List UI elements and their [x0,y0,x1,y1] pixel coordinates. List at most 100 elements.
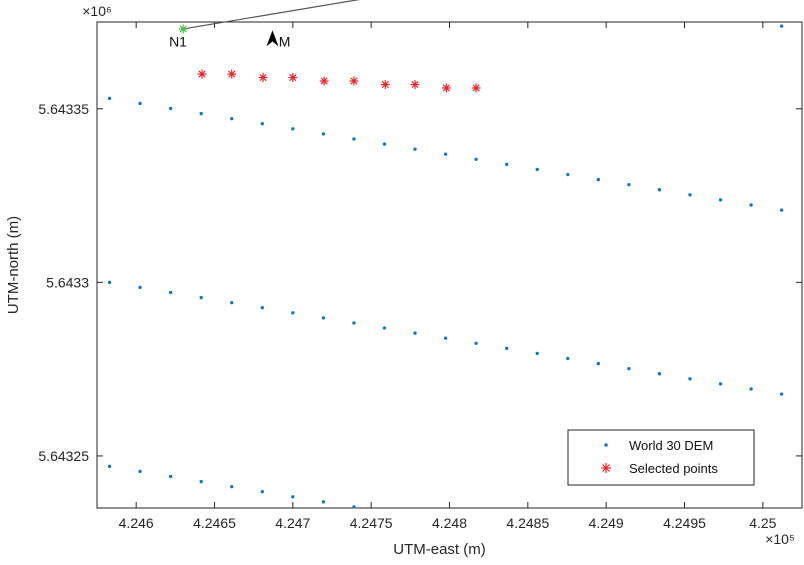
dem-point [352,137,356,141]
x-exponent-label: ×10⁵ [765,531,795,547]
selected-point [349,76,359,86]
dem-point [138,101,142,106]
x-tick-label: 4.2465 [193,515,236,531]
dem-point [566,356,570,361]
dem-point [199,111,203,116]
y-tick-label: 5.6433 [46,274,89,290]
selected-points-layer [197,69,481,93]
dem-point [382,326,387,330]
annotation-m: M [279,33,291,49]
dem-point [627,182,631,187]
legend: World 30 DEM Selected points [567,429,755,486]
dem-point [688,377,692,381]
dem-point [657,188,662,192]
dem-point [260,306,264,310]
dem-point [504,346,509,351]
dem-point [230,484,234,489]
dem-points-layer [107,24,784,509]
dem-point [107,464,112,469]
selected-point [410,79,420,89]
x-tick-label: 4.248 [432,515,467,531]
x-tick-label: 4.246 [119,515,154,531]
x-tick-label: 4.249 [589,515,624,531]
selected-point [319,76,329,86]
x-tick-label: 4.2475 [350,515,393,531]
selected-point [227,69,237,79]
dem-point [107,280,112,285]
dem-point [779,392,784,396]
dem-point [199,479,203,484]
x-tick-label: 4.2485 [506,515,549,531]
legend-selected-swatch [601,463,611,473]
dem-point [474,341,478,345]
annotations-layer: N1N2M [169,30,291,49]
dem-point [413,331,417,335]
legend-dem-swatch [604,443,608,447]
dem-point [535,167,539,172]
dem-point [474,157,478,161]
dem-point [718,382,723,386]
dem-point [321,132,326,136]
m-arrow-marker [266,30,279,47]
y-axis-label: UTM-north (m) [5,216,22,314]
y-exponent-label: ×10⁶ [82,3,112,19]
y-tick-label: 5.64335 [38,101,89,117]
x-tick-label: 4.25 [749,515,776,531]
dem-point [443,336,448,340]
dem-point [291,495,295,499]
dem-point [230,116,234,121]
dem-point [749,203,753,207]
dem-point [352,321,356,325]
dem-point [107,96,112,101]
dem-point [627,366,631,371]
dem-point [596,177,601,182]
legend-box [567,429,755,486]
x-axis-label: UTM-east (m) [393,541,486,558]
legend-selected-label: Selected points [629,461,718,476]
legend-dem-label: World 30 DEM [629,438,713,453]
dem-point [291,127,295,131]
dem-point [504,162,509,167]
dem-point [321,500,326,504]
dem-point [138,469,142,474]
plot-frame [96,21,803,509]
dem-point [321,316,326,320]
dem-point [199,295,203,300]
dem-point [260,490,264,494]
selected-point [380,79,390,89]
annotation-n1: N1 [169,33,187,49]
dem-point [260,122,264,126]
dem-point [168,474,173,479]
x-tick-label: 4.247 [275,515,310,531]
dem-point [138,285,142,290]
dem-point [749,387,753,391]
selected-point [258,73,268,83]
selected-point [441,83,451,93]
dem-point [779,24,784,28]
dem-point [779,208,784,212]
x-tick-label: 4.2495 [663,515,706,531]
y-tick-label: 5.64325 [38,448,89,464]
dem-point [230,300,234,305]
profile-line [183,0,361,30]
dem-point [688,193,692,197]
dem-point [657,372,662,376]
n1-endpoint-marker [178,24,188,34]
axes: 4.246 4.2465 4.247 4.2475 4.248 4.2485 4.249 4.… [5,3,803,558]
dem-point [291,311,295,315]
dem-point [382,142,387,146]
dem-point [168,106,173,111]
dem-point [352,505,356,509]
selected-point [288,73,298,83]
dem-point [535,351,539,356]
selected-point [197,69,207,79]
dem-point [718,198,723,202]
segment-layer [178,0,361,34]
dem-point [443,152,448,156]
dem-point [566,172,570,177]
dem-point [596,361,601,366]
dem-point [413,147,417,151]
selected-point [471,83,481,93]
dem-point [168,290,173,295]
